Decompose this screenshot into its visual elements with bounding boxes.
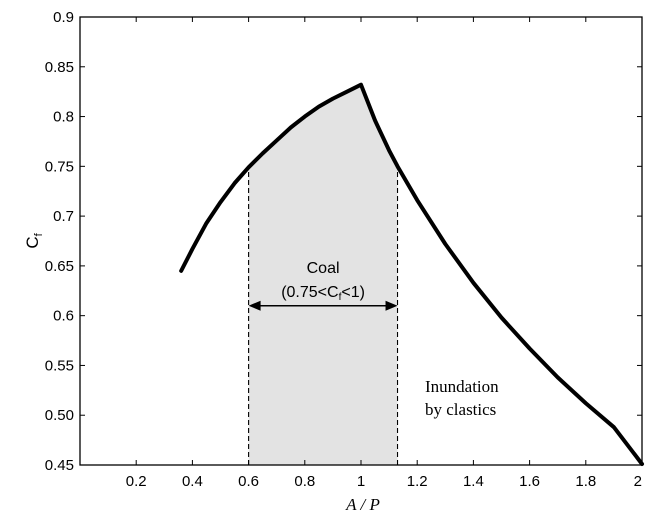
arrowhead-left <box>248 300 261 311</box>
x-tick-label: 1.4 <box>463 473 484 490</box>
y-tick-label: 0.55 <box>45 357 74 374</box>
y-axis-label: Cf <box>23 232 45 248</box>
y-tick-label: 0.6 <box>53 308 74 325</box>
y-tick-label: 0.45 <box>45 457 74 474</box>
x-tick-label: 1.2 <box>407 473 428 490</box>
y-axis-label-sub: f <box>33 232 45 236</box>
y-tick-label: 0.8 <box>53 109 74 126</box>
coal-shaded-region <box>248 84 398 465</box>
x-tick-label: 1 <box>357 473 365 490</box>
coal-range-label: (0.75<Cf<1) <box>281 284 365 303</box>
x-tick-label: 0.8 <box>294 473 315 490</box>
x-tick-label: 2 <box>634 473 642 490</box>
y-axis-label-main: C <box>23 236 42 248</box>
x-tick-label: 1.8 <box>575 473 596 490</box>
coal-range-prefix: (0.75<C <box>281 284 338 301</box>
x-tick-label: 0.4 <box>182 473 203 490</box>
y-tick-label: 0.9 <box>53 9 74 26</box>
x-tick-label: 0.2 <box>126 473 147 490</box>
coal-range-sub: f <box>339 292 342 303</box>
arrowhead-right <box>385 300 398 311</box>
y-tick-label: 0.65 <box>45 258 74 275</box>
y-tick-label: 0.75 <box>45 158 74 175</box>
inundation-label-line2: by clastics <box>425 400 496 419</box>
y-tick-label: 0.50 <box>45 407 74 424</box>
x-axis-label: A / P <box>345 495 380 514</box>
y-tick-label: 0.7 <box>53 208 74 225</box>
y-tick-label: 0.85 <box>45 59 74 76</box>
inundation-label-line1: Inundation <box>425 377 499 396</box>
x-tick-label: 0.6 <box>238 473 259 490</box>
series-line <box>179 82 644 467</box>
x-tick-label: 1.6 <box>519 473 540 490</box>
coal-label: Coal <box>307 260 340 277</box>
coal-range-suffix: <1) <box>341 284 365 301</box>
